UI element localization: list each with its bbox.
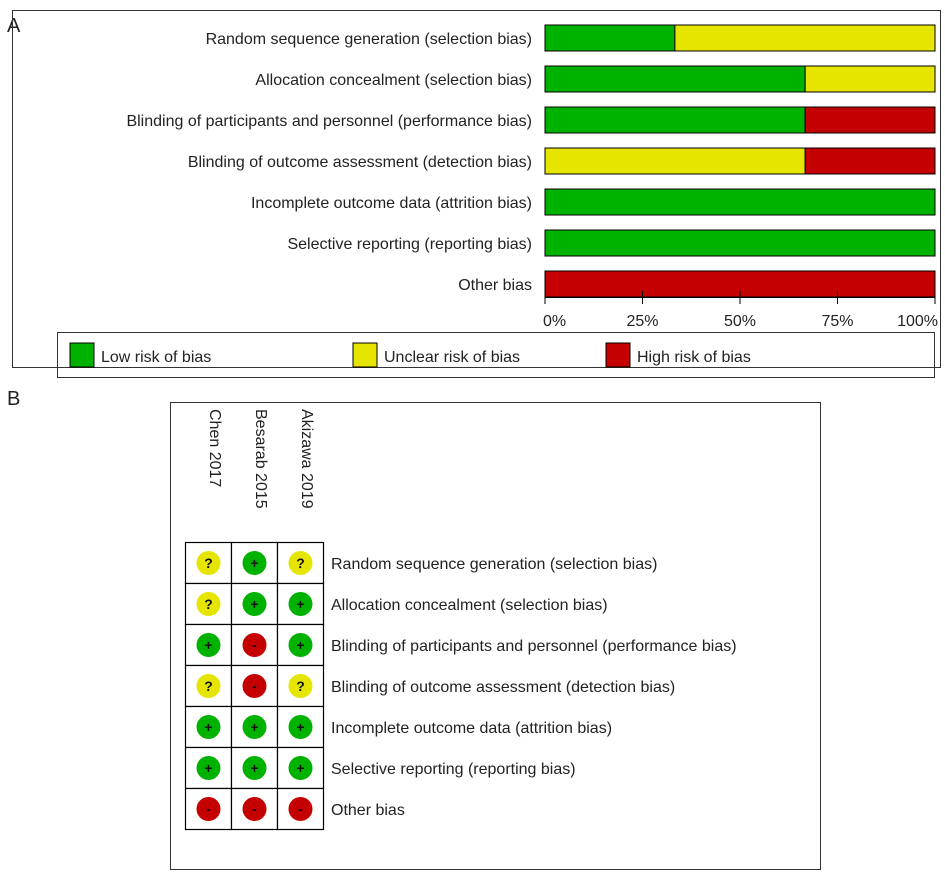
risk-unclear-icon [196, 551, 221, 575]
risk-symbol: - [252, 637, 257, 653]
risk-symbol: - [206, 801, 211, 817]
domain-row-label: Blinding of outcome assessment (detectio… [331, 679, 675, 696]
risk-high-icon [288, 797, 313, 821]
category-label: Blinding of participants and personnel (… [126, 113, 532, 130]
bar-segment [544, 188, 936, 216]
legend-swatch [69, 342, 95, 368]
bar-segment [544, 229, 936, 257]
bar-segment [804, 106, 936, 134]
risk-symbol: ? [204, 678, 213, 694]
risk-low-icon [242, 715, 267, 739]
risk-symbol: - [298, 801, 303, 817]
risk-symbol: + [204, 760, 212, 776]
bar-segment [544, 65, 806, 93]
panel-b-frame [170, 402, 821, 870]
legend-swatch [605, 342, 631, 368]
risk-low-icon [196, 756, 221, 780]
bar-segment [544, 106, 806, 134]
risk-symbol: + [296, 637, 304, 653]
risk-high-icon [242, 797, 267, 821]
risk-unclear-icon [196, 592, 221, 616]
risk-low-icon [242, 551, 267, 575]
panel-a-label: A [7, 15, 21, 37]
legend-label: High risk of bias [637, 349, 751, 366]
risk-low-icon [196, 715, 221, 739]
bar-segment [674, 24, 936, 52]
grid-cell [184, 623, 233, 667]
category-label: Blinding of outcome assessment (detectio… [188, 154, 532, 171]
bar-segment [544, 147, 806, 175]
category-label: Random sequence generation (selection bi… [206, 31, 532, 48]
risk-symbol: ? [296, 555, 305, 571]
domain-row-label: Allocation concealment (selection bias) [331, 597, 608, 614]
risk-symbol: + [204, 719, 212, 735]
risk-low-icon [196, 633, 221, 657]
risk-symbol: ? [204, 596, 213, 612]
risk-symbol: + [296, 596, 304, 612]
domain-row-label: Blinding of participants and personnel (… [331, 638, 737, 655]
risk-symbol: + [296, 719, 304, 735]
study-column-header: Chen 2017 [206, 409, 223, 487]
risk-unclear-icon [196, 674, 221, 698]
bar-segment [804, 147, 936, 175]
risk-symbol: + [296, 760, 304, 776]
bar-segment [804, 65, 936, 93]
risk-unclear-icon [288, 551, 313, 575]
x-tick-label: 75% [821, 313, 853, 330]
risk-symbol: ? [296, 678, 305, 694]
risk-symbol: + [250, 760, 258, 776]
risk-symbol: + [250, 596, 258, 612]
x-tick-label: 25% [626, 313, 658, 330]
risk-symbol: - [252, 801, 257, 817]
category-label: Selective reporting (reporting bias) [287, 236, 532, 253]
risk-high-icon [242, 674, 267, 698]
category-label: Allocation concealment (selection bias) [255, 72, 532, 89]
risk-low-icon [288, 756, 313, 780]
domain-row-label: Selective reporting (reporting bias) [331, 761, 576, 778]
category-label: Other bias [458, 277, 532, 294]
risk-low-icon [242, 592, 267, 616]
domain-row-label: Random sequence generation (selection bi… [331, 556, 657, 573]
risk-symbol: + [250, 555, 258, 571]
risk-unclear-icon [288, 674, 313, 698]
risk-symbol: + [204, 637, 212, 653]
risk-symbol: ? [204, 555, 213, 571]
legend-label: Unclear risk of bias [384, 349, 520, 366]
panel-b-label: B [7, 388, 21, 410]
risk-low-icon [288, 715, 313, 739]
x-tick-label: 50% [724, 313, 756, 330]
x-tick-label: 0% [543, 313, 566, 330]
risk-symbol: - [252, 678, 257, 694]
domain-row-label: Other bias [331, 802, 405, 819]
risk-low-icon [242, 756, 267, 780]
risk-low-icon [288, 592, 313, 616]
bar-segment [544, 24, 676, 52]
legend-label: Low risk of bias [101, 349, 211, 366]
risk-high-icon [242, 633, 267, 657]
study-column-header: Besarab 2015 [252, 409, 269, 509]
risk-of-bias-summary-chart: Random sequence generation (selection bi… [12, 10, 941, 378]
legend-swatch [352, 342, 378, 368]
category-label: Incomplete outcome data (attrition bias) [251, 195, 532, 212]
study-column-header: Akizawa 2019 [298, 409, 315, 509]
risk-symbol: + [250, 719, 258, 735]
risk-low-icon [288, 633, 313, 657]
x-tick-label: 100% [897, 313, 938, 330]
risk-high-icon [196, 797, 221, 821]
legend-box [57, 332, 935, 378]
panel-a-frame [12, 10, 941, 368]
risk-of-bias-table: Chen 2017 Besarab 2015 Akizawa 2019? +? Rand… [170, 402, 821, 870]
domain-row-label: Incomplete outcome data (attrition bias) [331, 720, 612, 737]
